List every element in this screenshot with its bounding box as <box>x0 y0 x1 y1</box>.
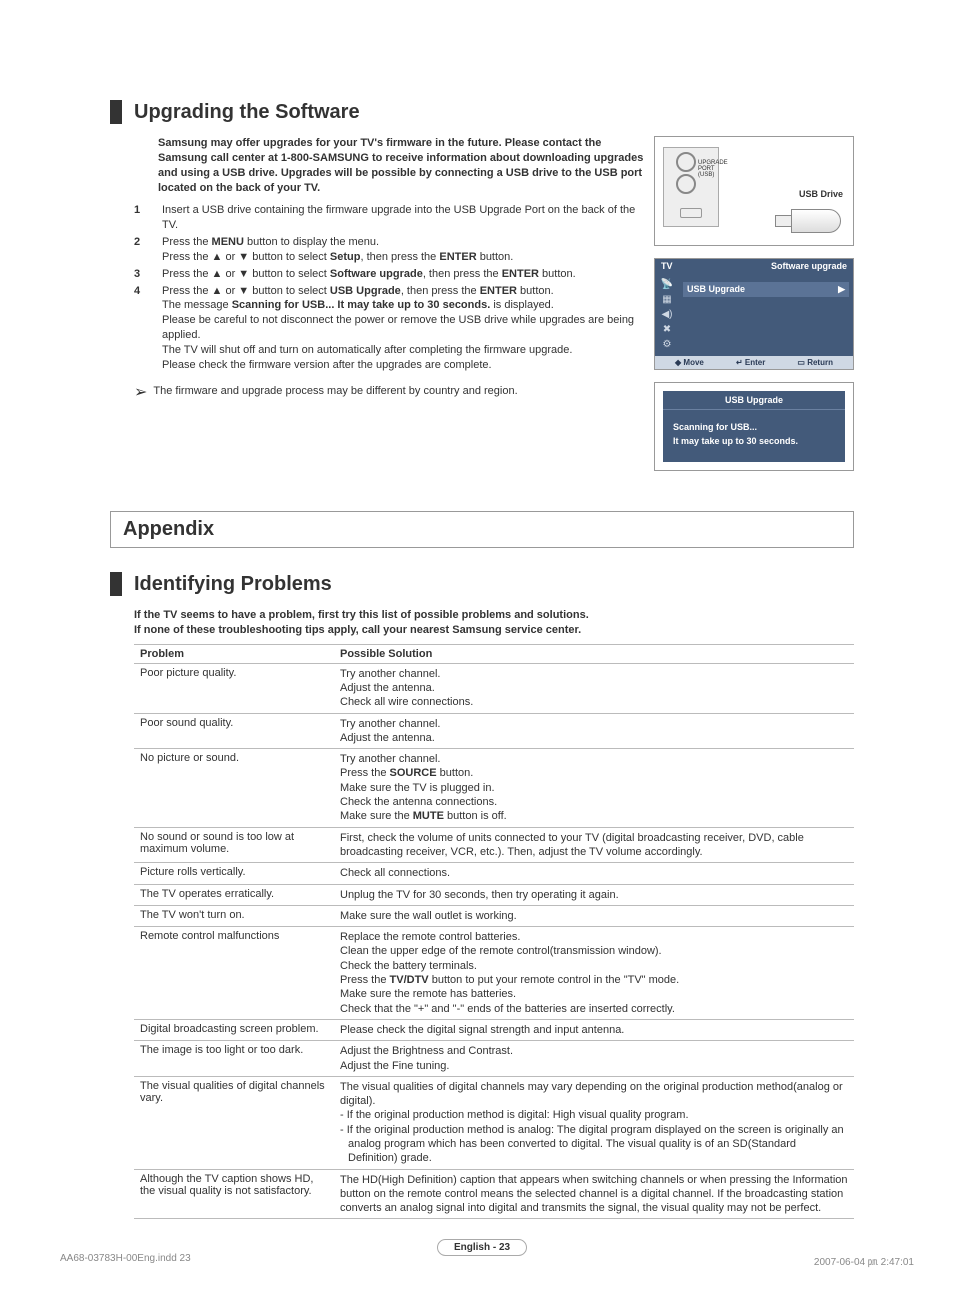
note-arrow-icon: ➢ <box>134 385 147 401</box>
enter-glyph-icon: ↵ <box>736 358 743 367</box>
scan-line-1: Scanning for USB... <box>663 420 845 434</box>
identifying-intro: If the TV seems to have a problem, first… <box>134 608 854 638</box>
usb-drive-graphic <box>775 209 841 233</box>
table-row: Poor picture quality.Try another channel… <box>134 663 854 713</box>
troubleshooting-table: Problem Possible Solution Poor picture q… <box>134 644 854 1220</box>
step-3: 3 Press the ▲ or ▼ button to select Soft… <box>134 267 644 282</box>
problem-cell: Poor sound quality. <box>134 713 334 749</box>
section-title-upgrading: Upgrading the Software <box>110 100 854 124</box>
upgrading-intro: Samsung may offer upgrades for your TV's… <box>158 136 644 195</box>
note: ➢ The firmware and upgrade process may b… <box>134 385 644 401</box>
scan-title: USB Upgrade <box>663 391 845 410</box>
film-icon: ▦ <box>657 294 677 305</box>
solution-cell: Adjust the Brightness and Contrast.Adjus… <box>334 1041 854 1077</box>
print-footer: AA68-03783H-00Eng.indd 23 2007-06-04 ㏘ 2… <box>60 1253 914 1268</box>
step-body: Press the MENU button to display the men… <box>162 235 644 265</box>
step-4: 4 Press the ▲ or ▼ button to select USB … <box>134 284 644 373</box>
section-title-identifying: Identifying Problems <box>110 572 854 596</box>
step-1: 1 Insert a USB drive containing the firm… <box>134 203 644 233</box>
step-number: 3 <box>134 267 144 282</box>
table-row: Digital broadcasting screen problem.Plea… <box>134 1019 854 1040</box>
table-row: The TV won't turn on.Make sure the wall … <box>134 905 854 926</box>
problem-cell: The image is too light or too dark. <box>134 1041 334 1077</box>
table-row: The image is too light or too dark.Adjus… <box>134 1041 854 1077</box>
menu-title: Software upgrade <box>771 261 847 271</box>
usb-port-figure: UPGRADE PORT (USB) USB Drive <box>654 136 854 246</box>
usb-port-graphic: UPGRADE PORT (USB) <box>663 147 719 227</box>
problem-cell: Remote control malfunctions <box>134 927 334 1020</box>
note-text: The firmware and upgrade process may be … <box>153 385 517 397</box>
problem-cell: No sound or sound is too low at maximum … <box>134 827 334 863</box>
problem-cell: Poor picture quality. <box>134 663 334 713</box>
appendix-title: Appendix <box>110 511 854 548</box>
problem-cell: No picture or sound. <box>134 749 334 827</box>
cross-icon: ✖ <box>657 324 677 335</box>
table-row: The TV operates erratically.Unplug the T… <box>134 884 854 905</box>
problem-cell: Although the TV caption shows HD, the vi… <box>134 1169 334 1219</box>
menu-selected-item: USB Upgrade ▶ <box>683 282 849 297</box>
step-number: 4 <box>134 284 144 373</box>
step-2: 2 Press the MENU button to display the m… <box>134 235 644 265</box>
move-glyph-icon: ◆ <box>675 358 681 367</box>
solution-cell: Try another channel.Adjust the antenna. <box>334 713 854 749</box>
step-body: Press the ▲ or ▼ button to select Softwa… <box>162 267 644 282</box>
scan-line-2: It may take up to 30 seconds. <box>663 434 845 448</box>
usb-drive-label: USB Drive <box>799 189 843 199</box>
solution-cell: Try another channel.Press the SOURCE but… <box>334 749 854 827</box>
solution-cell: Try another channel.Adjust the antenna.C… <box>334 663 854 713</box>
problem-cell: The TV operates erratically. <box>134 884 334 905</box>
menu-side-icons: 📡 ▦ ◀) ✖ ⚙ <box>655 273 679 356</box>
scanning-usb-figure: USB Upgrade Scanning for USB... It may t… <box>654 382 854 471</box>
software-upgrade-menu-figure: TV Software upgrade 📡 ▦ ◀) ✖ ⚙ USB Upgra… <box>654 258 854 370</box>
solution-cell: Make sure the wall outlet is working. <box>334 905 854 926</box>
solution-cell: Check all connections. <box>334 863 854 884</box>
footer-timestamp: 2007-06-04 ㏘ 2:47:01 <box>814 1253 914 1268</box>
solution-cell: The visual qualities of digital channels… <box>334 1076 854 1169</box>
sliders-icon: ⚙ <box>657 339 677 350</box>
usb-port-label: UPGRADE PORT (USB) <box>698 160 728 178</box>
table-row: Although the TV caption shows HD, the vi… <box>134 1169 854 1219</box>
speaker-icon: ◀) <box>657 309 677 320</box>
table-row: The visual qualities of digital channels… <box>134 1076 854 1169</box>
step-body: Press the ▲ or ▼ button to select USB Up… <box>162 284 644 373</box>
solution-cell: First, check the volume of units connect… <box>334 827 854 863</box>
table-row: No picture or sound.Try another channel.… <box>134 749 854 827</box>
solution-cell: Please check the digital signal strength… <box>334 1019 854 1040</box>
step-body: Insert a USB drive containing the firmwa… <box>162 203 644 233</box>
step-number: 1 <box>134 203 144 233</box>
solution-cell: The HD(High Definition) caption that app… <box>334 1169 854 1219</box>
return-glyph-icon: ▭ <box>797 358 805 367</box>
selected-arrow-icon: ▶ <box>838 284 845 295</box>
solution-cell: Unplug the TV for 30 seconds, then try o… <box>334 884 854 905</box>
table-row: No sound or sound is too low at maximum … <box>134 827 854 863</box>
col-header-solution: Possible Solution <box>334 644 854 663</box>
table-row: Poor sound quality.Try another channel.A… <box>134 713 854 749</box>
problem-cell: Digital broadcasting screen problem. <box>134 1019 334 1040</box>
menu-footer: ◆ Move ↵ Enter ▭ Return <box>655 356 853 369</box>
antenna-icon: 📡 <box>657 279 677 290</box>
problem-cell: The visual qualities of digital channels… <box>134 1076 334 1169</box>
footer-filename: AA68-03783H-00Eng.indd 23 <box>60 1253 191 1268</box>
col-header-problem: Problem <box>134 644 334 663</box>
solution-cell: Replace the remote control batteries.Cle… <box>334 927 854 1020</box>
table-row: Remote control malfunctionsReplace the r… <box>134 927 854 1020</box>
problem-cell: Picture rolls vertically. <box>134 863 334 884</box>
step-number: 2 <box>134 235 144 265</box>
problem-cell: The TV won't turn on. <box>134 905 334 926</box>
menu-tv-label: TV <box>661 261 673 271</box>
table-row: Picture rolls vertically.Check all conne… <box>134 863 854 884</box>
